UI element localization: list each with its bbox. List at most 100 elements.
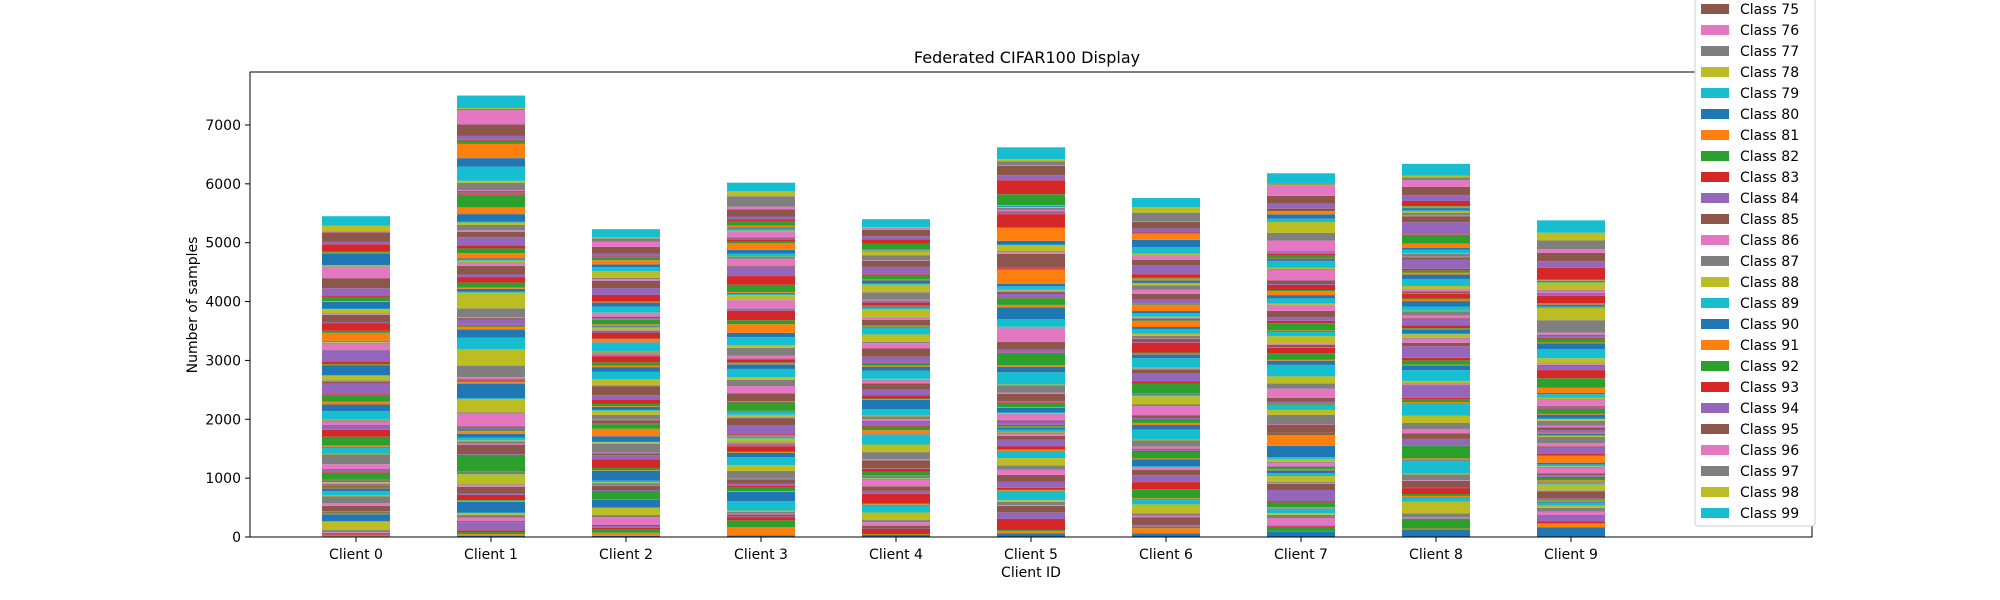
bar-segment: [1267, 353, 1335, 360]
bar-segment: [322, 533, 390, 535]
bar-segment: [862, 426, 930, 431]
bar-segment: [862, 341, 930, 344]
bar-segment: [1402, 438, 1470, 446]
bar-segment: [1537, 280, 1605, 281]
bar-segment: [1132, 404, 1200, 407]
legend-label: Class 90: [1740, 317, 1799, 333]
bar-segment: [1132, 368, 1200, 370]
bar-segment: [322, 425, 390, 426]
bar-segment: [1267, 267, 1335, 269]
bar-segment: [322, 332, 390, 341]
bar-segment: [1132, 293, 1200, 300]
bar-segment: [322, 381, 390, 384]
bar-segment: [997, 297, 1065, 299]
bar-segment: [457, 398, 525, 413]
bar-segment: [1537, 338, 1605, 343]
bar-segment: [997, 401, 1065, 403]
bar-segment: [1132, 328, 1200, 334]
bar-segment: [457, 455, 525, 472]
bar-segment: [1132, 373, 1200, 382]
bar-segment: [727, 291, 795, 293]
bar-segment: [322, 395, 390, 402]
bar-segment: [1402, 310, 1470, 312]
bar-segment: [727, 517, 795, 521]
bar-segment: [1132, 513, 1200, 516]
bar-segment: [592, 319, 660, 320]
bar-segment: [862, 251, 930, 256]
bar-segment: [1402, 494, 1470, 496]
bar-segment: [592, 395, 660, 400]
bar-segment: [457, 472, 525, 474]
bar-segment: [727, 416, 795, 418]
bar-segment: [1267, 502, 1335, 508]
y-tick-label: 7000: [205, 118, 241, 134]
legend-swatch: [1701, 298, 1729, 308]
legend-label: Class 99: [1740, 506, 1799, 522]
bar-segment: [1537, 364, 1605, 365]
bar-segment: [322, 314, 390, 323]
bar-segment: [322, 308, 390, 310]
bar-segment: [592, 525, 660, 527]
bar-segment: [1402, 513, 1470, 517]
bar-segment: [1267, 401, 1335, 404]
bar-segment: [862, 460, 930, 469]
bar-segment: [592, 266, 660, 272]
bar-segment: [727, 412, 795, 415]
legend-swatch: [1701, 340, 1729, 350]
bar-segment: [727, 237, 795, 239]
bar-segment: [1402, 278, 1470, 287]
bar-segment: [1537, 419, 1605, 421]
bar-segment: [1132, 277, 1200, 279]
bar-segment: [1132, 246, 1200, 254]
bar-segment: [1267, 435, 1335, 446]
bar-segment: [1132, 515, 1200, 518]
bar-segment: [1132, 239, 1200, 247]
bar-segment: [727, 241, 795, 244]
bar-segment: [1132, 253, 1200, 256]
legend-swatch: [1701, 361, 1729, 371]
legend-swatch: [1701, 487, 1729, 497]
bar-segment: [457, 140, 525, 144]
bar-stack-8: [1402, 163, 1470, 537]
bar-segment: [1132, 446, 1200, 449]
bar-segment: [322, 496, 390, 504]
bar-segment: [997, 421, 1065, 425]
bar-segment: [322, 521, 390, 522]
bar-segment: [997, 205, 1065, 206]
bar-segment: [1537, 342, 1605, 344]
bar-segment: [727, 414, 795, 417]
bar-segment: [322, 288, 390, 297]
bar-segment: [1267, 526, 1335, 528]
bar-segment: [457, 500, 525, 501]
bar-segment: [322, 266, 390, 267]
bar-segment: [457, 265, 525, 275]
bar-segment: [322, 429, 390, 437]
bar-segment: [727, 452, 795, 458]
bar-segment: [1402, 458, 1470, 461]
bar-segment: [727, 238, 795, 240]
legend-swatch: [1701, 508, 1729, 518]
bar-segment: [1132, 232, 1200, 234]
bar-segment: [727, 435, 795, 437]
bar-segment: [862, 327, 930, 335]
bar-segment: [727, 209, 795, 217]
bar-segment: [1132, 304, 1200, 312]
bar-segment: [322, 503, 390, 506]
bar-segment: [862, 520, 930, 523]
bar-segment: [1132, 358, 1200, 368]
bar-segment: [592, 490, 660, 492]
bar-segment: [1132, 394, 1200, 396]
bar-segment: [1537, 427, 1605, 431]
bar-segment: [1537, 293, 1605, 294]
bar-segment: [862, 380, 930, 384]
bar-segment: [457, 259, 525, 261]
bar-segment: [1267, 414, 1335, 425]
bar-segment: [592, 260, 660, 265]
bar-segment: [727, 355, 795, 359]
bar-segment: [1267, 508, 1335, 514]
bar-segment: [457, 443, 525, 445]
bar-segment: [1402, 383, 1470, 385]
bar-segment: [1537, 252, 1605, 262]
bar-segment: [1402, 298, 1470, 300]
bar-segment: [457, 190, 525, 192]
